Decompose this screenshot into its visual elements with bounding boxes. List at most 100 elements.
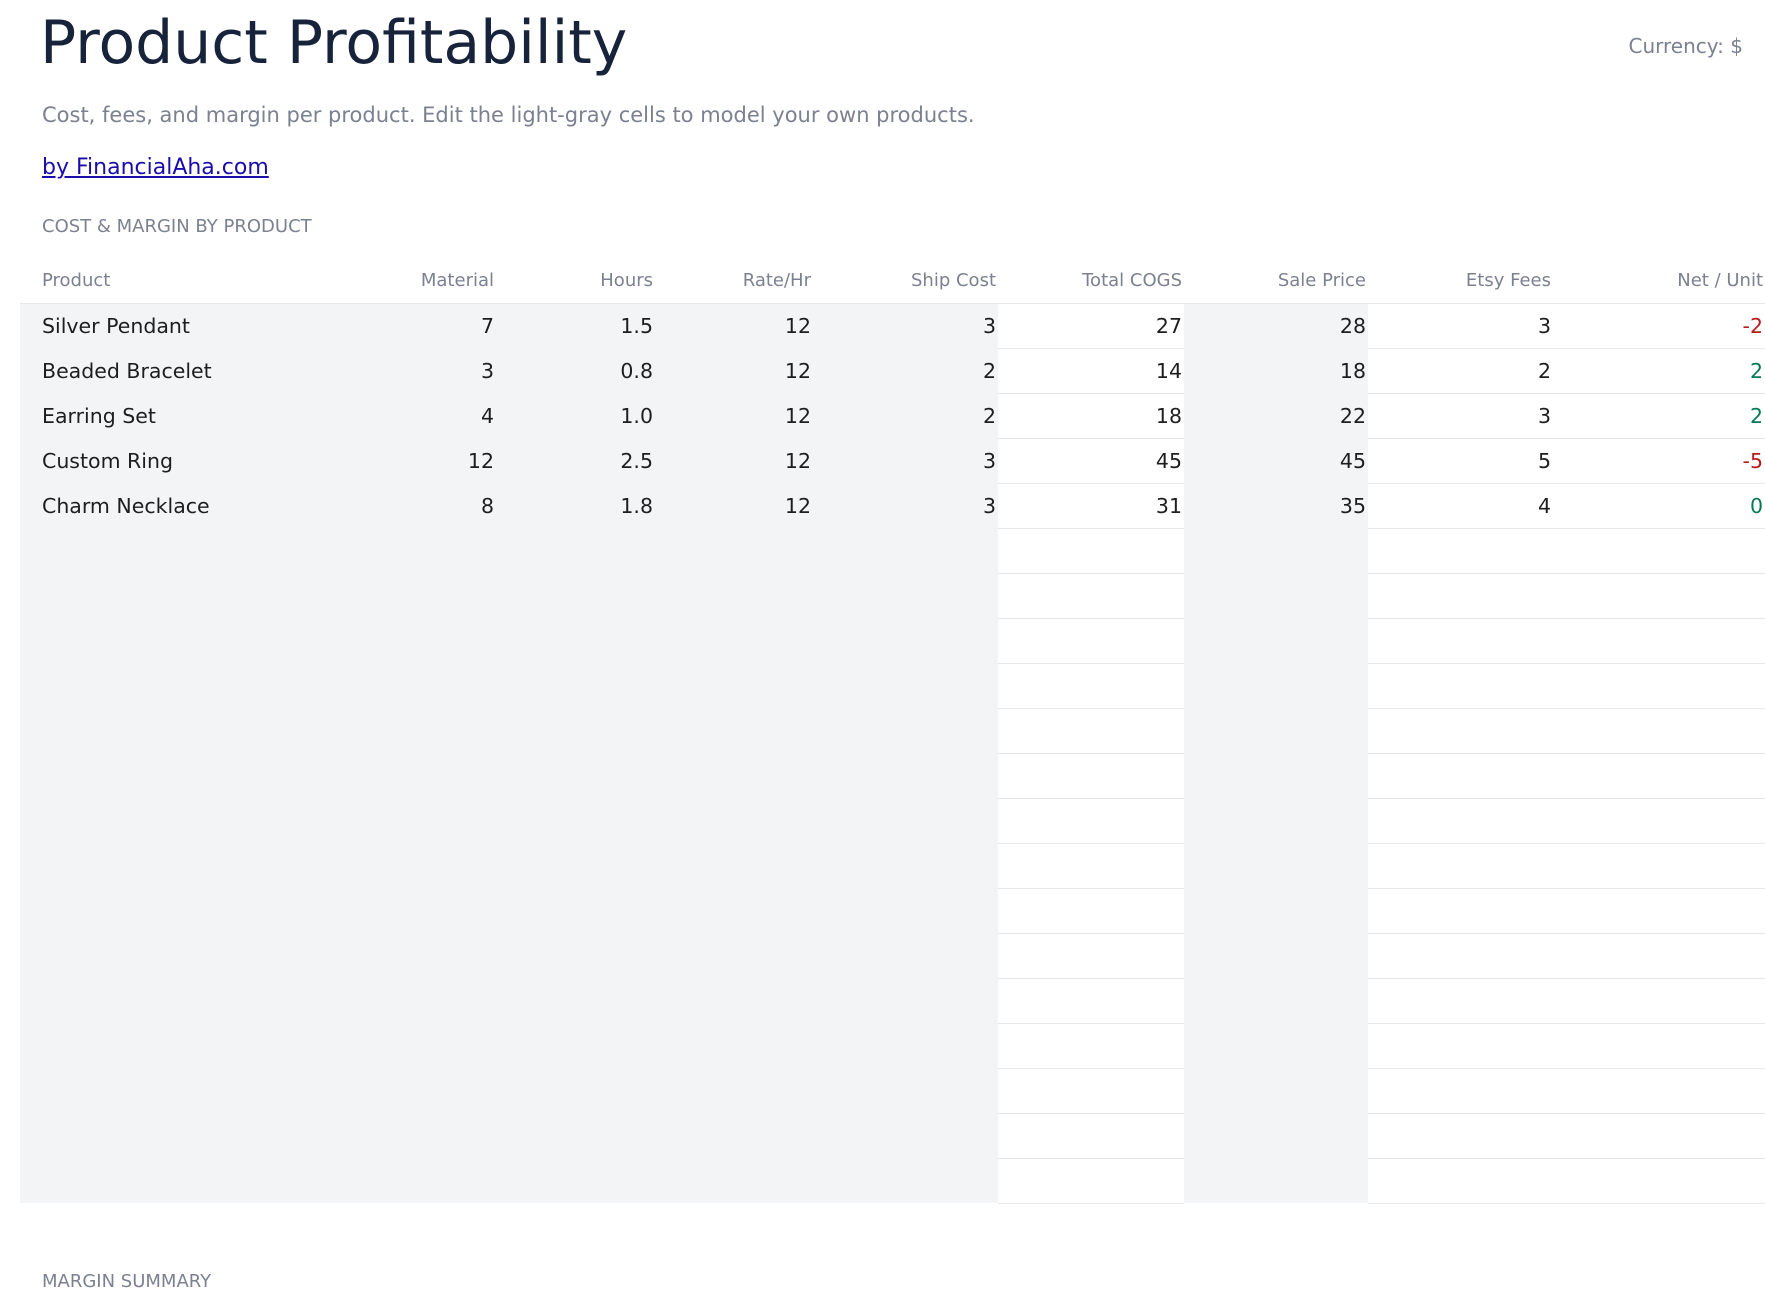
- table-cell[interactable]: Beaded Bracelet: [20, 348, 340, 393]
- table-cell: 4: [1368, 483, 1553, 529]
- table-cell[interactable]: Charm Necklace: [20, 483, 340, 528]
- empty-cell: [340, 573, 496, 618]
- table-cell[interactable]: 22: [1184, 393, 1368, 438]
- table-row: [20, 798, 1765, 844]
- empty-cell: [1368, 708, 1553, 754]
- table-cell[interactable]: 7: [340, 303, 496, 348]
- empty-cell: [998, 753, 1184, 799]
- table-row: [20, 528, 1765, 574]
- empty-cell: [496, 978, 655, 1023]
- empty-cell: [496, 843, 655, 888]
- empty-cell: [813, 933, 998, 978]
- table-row: [20, 1158, 1765, 1204]
- subtitle: Cost, fees, and margin per product. Edit…: [42, 103, 975, 127]
- empty-cell: [1184, 1023, 1368, 1068]
- table-cell[interactable]: 1.5: [496, 303, 655, 348]
- empty-cell: [1368, 843, 1553, 889]
- empty-cell: [20, 753, 340, 798]
- table-row: Beaded Bracelet 3 0.8 12 2 14 18 2 2: [20, 348, 1765, 394]
- empty-cell: [20, 798, 340, 843]
- table-cell[interactable]: 35: [1184, 483, 1368, 528]
- empty-cell: [496, 753, 655, 798]
- empty-cell: [813, 888, 998, 933]
- empty-cell: [998, 1113, 1184, 1159]
- header-row: Product Material Hours Rate/Hr Ship Cost Tota…: [20, 258, 1765, 304]
- empty-cell: [655, 978, 813, 1023]
- empty-cell: [655, 1158, 813, 1203]
- empty-cell: [340, 1158, 496, 1203]
- table-cell[interactable]: 45: [1184, 438, 1368, 483]
- source-link[interactable]: by FinancialAha.com: [42, 155, 269, 180]
- section-label: MARGIN SUMMARY: [42, 1271, 212, 1292]
- empty-cell: [20, 1113, 340, 1158]
- empty-cell: [20, 978, 340, 1023]
- empty-cell: [1553, 753, 1765, 799]
- table-cell[interactable]: 3: [813, 483, 998, 528]
- empty-cell: [340, 978, 496, 1023]
- empty-cell: [340, 798, 496, 843]
- empty-cell: [340, 663, 496, 708]
- empty-cell: [496, 618, 655, 663]
- empty-cell: [20, 618, 340, 663]
- table-cell[interactable]: 3: [340, 348, 496, 393]
- table-cell[interactable]: 2: [813, 393, 998, 438]
- table-cell[interactable]: 3: [813, 303, 998, 348]
- empty-cell: [496, 708, 655, 753]
- table-cell[interactable]: 12: [655, 348, 813, 393]
- empty-cell: [998, 1158, 1184, 1204]
- empty-cell: [998, 708, 1184, 754]
- table-cell[interactable]: 0.8: [496, 348, 655, 393]
- empty-cell: [20, 708, 340, 753]
- table-row: [20, 933, 1765, 979]
- table-cell[interactable]: Silver Pendant: [20, 303, 340, 348]
- empty-cell: [496, 798, 655, 843]
- table-cell[interactable]: 28: [1184, 303, 1368, 348]
- empty-cell: [998, 888, 1184, 934]
- table-cell[interactable]: 1.8: [496, 483, 655, 528]
- empty-cell: [1368, 618, 1553, 664]
- empty-cell: [496, 1113, 655, 1158]
- table-cell[interactable]: 12: [340, 438, 496, 483]
- empty-cell: [1184, 753, 1368, 798]
- empty-cell: [496, 528, 655, 573]
- empty-cell: [1368, 753, 1553, 799]
- empty-cell: [1553, 1023, 1765, 1069]
- table-cell[interactable]: 4: [340, 393, 496, 438]
- table-cell[interactable]: Custom Ring: [20, 438, 340, 483]
- empty-cell: [1184, 933, 1368, 978]
- table-row: [20, 843, 1765, 889]
- empty-cell: [813, 708, 998, 753]
- empty-cell: [20, 1068, 340, 1113]
- empty-cell: [20, 528, 340, 573]
- empty-cell: [496, 573, 655, 618]
- table-cell[interactable]: 2.5: [496, 438, 655, 483]
- empty-cell: [20, 663, 340, 708]
- table-row: Silver Pendant 7 1.5 12 3 27 28 3 -2: [20, 303, 1765, 349]
- empty-cell: [1553, 933, 1765, 979]
- empty-cell: [20, 888, 340, 933]
- empty-cell: [1368, 933, 1553, 979]
- table-cell[interactable]: Earring Set: [20, 393, 340, 438]
- empty-cell: [1553, 1113, 1765, 1159]
- table-cell[interactable]: 1.0: [496, 393, 655, 438]
- empty-cell: [998, 933, 1184, 979]
- table-cell[interactable]: 12: [655, 393, 813, 438]
- table-cell[interactable]: 12: [655, 483, 813, 528]
- empty-cell: [1368, 978, 1553, 1024]
- empty-cell: [655, 753, 813, 798]
- empty-cell: [1368, 573, 1553, 619]
- empty-cell: [1368, 798, 1553, 844]
- table-cell[interactable]: 12: [655, 303, 813, 348]
- table-cell[interactable]: 18: [1184, 348, 1368, 393]
- empty-cell: [1553, 573, 1765, 619]
- title: Product Profitability: [40, 8, 628, 78]
- empty-cell: [998, 798, 1184, 844]
- table-cell[interactable]: 12: [655, 438, 813, 483]
- column-header: Total COGS: [998, 258, 1184, 304]
- column-header: Product: [20, 258, 340, 304]
- empty-cell: [496, 1158, 655, 1203]
- table-cell[interactable]: 2: [813, 348, 998, 393]
- table-cell[interactable]: 8: [340, 483, 496, 528]
- column-header: Sale Price: [1184, 258, 1368, 304]
- table-cell[interactable]: 3: [813, 438, 998, 483]
